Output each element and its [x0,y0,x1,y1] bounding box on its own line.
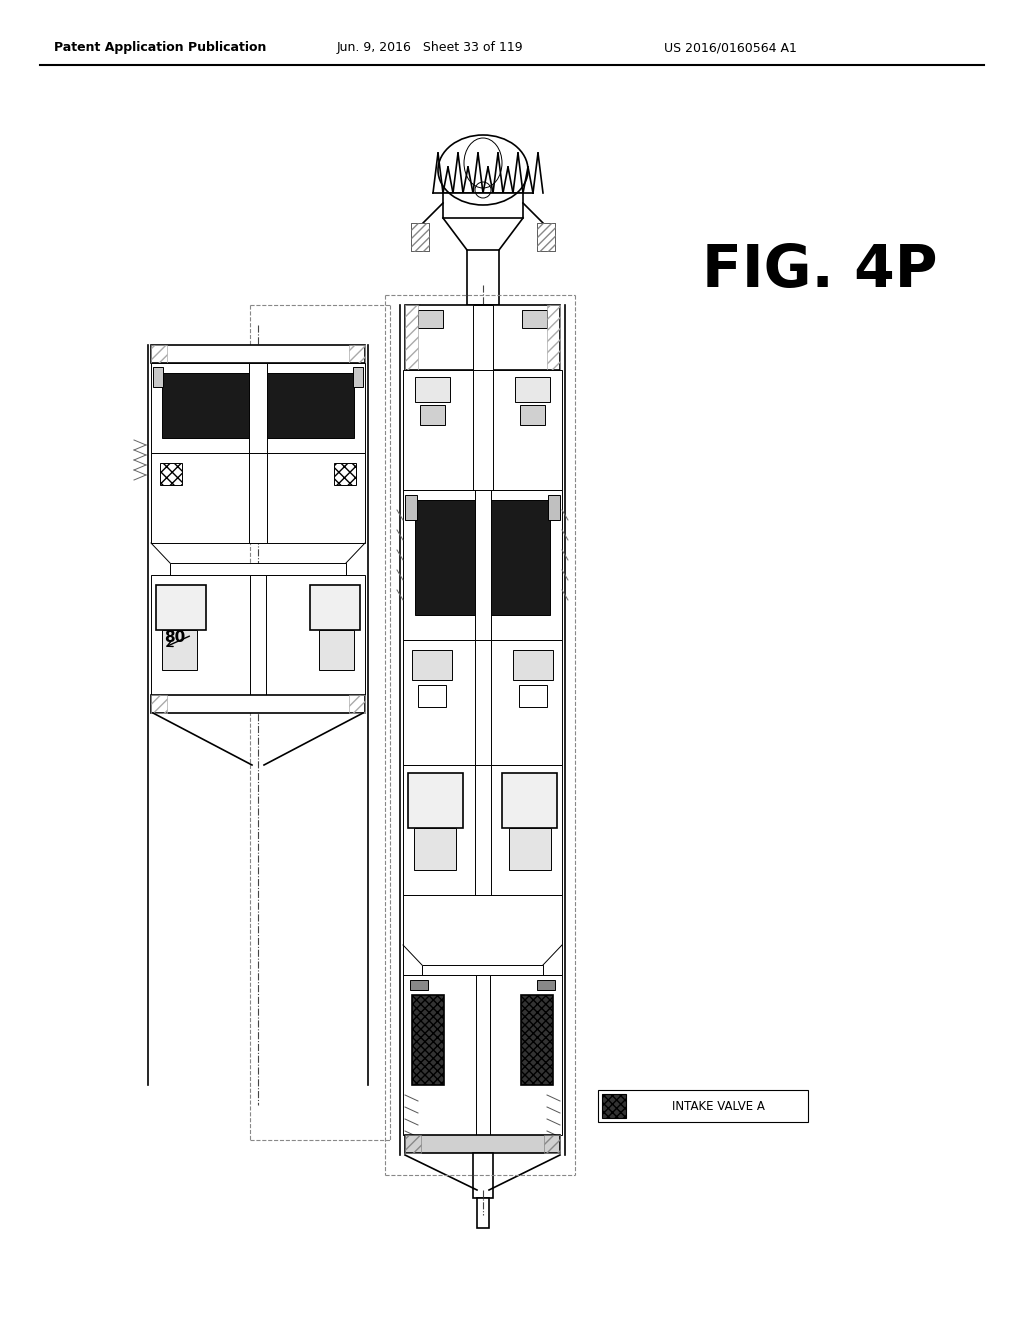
Bar [151,696,365,713]
Text: Jun. 9, 2016   Sheet 33 of 119: Jun. 9, 2016 Sheet 33 of 119 [337,41,523,54]
Bar [406,305,418,370]
Bar [250,576,266,696]
Bar [160,463,182,484]
Bar [602,1094,626,1118]
Bar [151,345,365,363]
Bar [537,223,555,251]
Bar [162,630,197,671]
Bar [537,223,555,251]
Bar [548,495,560,520]
Bar [422,965,543,975]
Text: FIG. 4P: FIG. 4P [702,242,938,298]
Bar [522,310,547,327]
Bar [403,640,562,766]
Bar [411,223,429,251]
Bar [319,630,354,671]
Bar [349,696,365,713]
Bar [520,405,545,425]
Bar [151,576,365,696]
Bar [519,685,547,708]
Bar [467,249,499,305]
Bar [598,1090,808,1122]
Text: 80: 80 [165,631,185,645]
Bar [418,310,443,327]
Text: INTAKE VALVE A: INTAKE VALVE A [672,1100,765,1113]
Bar [403,490,562,640]
Bar [153,367,163,387]
Bar [310,585,360,630]
Bar [475,305,490,325]
Bar [403,766,562,895]
Bar [415,500,550,615]
Bar [515,378,550,403]
Bar [411,223,429,251]
Bar [521,995,553,1085]
Bar [403,370,562,490]
Bar [249,453,267,543]
Bar [406,495,417,520]
Bar [475,766,490,895]
Bar [415,378,450,403]
Bar [151,696,167,713]
Bar [162,374,354,438]
Bar [475,640,490,766]
Bar [513,649,553,680]
Bar [475,490,490,640]
Bar [473,370,493,490]
Bar [509,828,551,870]
Bar [477,1199,489,1228]
Bar [334,463,356,484]
Bar [473,305,493,370]
Bar [414,828,456,870]
Bar [151,453,365,543]
Bar [420,405,445,425]
Bar [151,363,365,453]
Bar [412,995,444,1085]
Bar [353,367,362,387]
Bar [170,564,346,576]
Bar [406,305,560,370]
Bar [406,1135,421,1152]
Bar [476,975,490,1135]
Bar [473,1152,493,1199]
Bar [406,1135,560,1152]
Bar [502,774,557,828]
Bar [403,975,562,1135]
Bar [410,979,428,990]
Bar [408,774,463,828]
Bar [403,895,562,975]
Bar [412,649,452,680]
Bar [151,345,167,363]
Text: Patent Application Publication: Patent Application Publication [54,41,266,54]
Bar [443,193,523,218]
Text: US 2016/0160564 A1: US 2016/0160564 A1 [664,41,797,54]
Bar [418,685,446,708]
Bar [544,1135,560,1152]
Bar [547,305,560,370]
Bar [249,363,267,453]
Bar [349,345,365,363]
Bar [156,585,206,630]
Bar [537,979,555,990]
